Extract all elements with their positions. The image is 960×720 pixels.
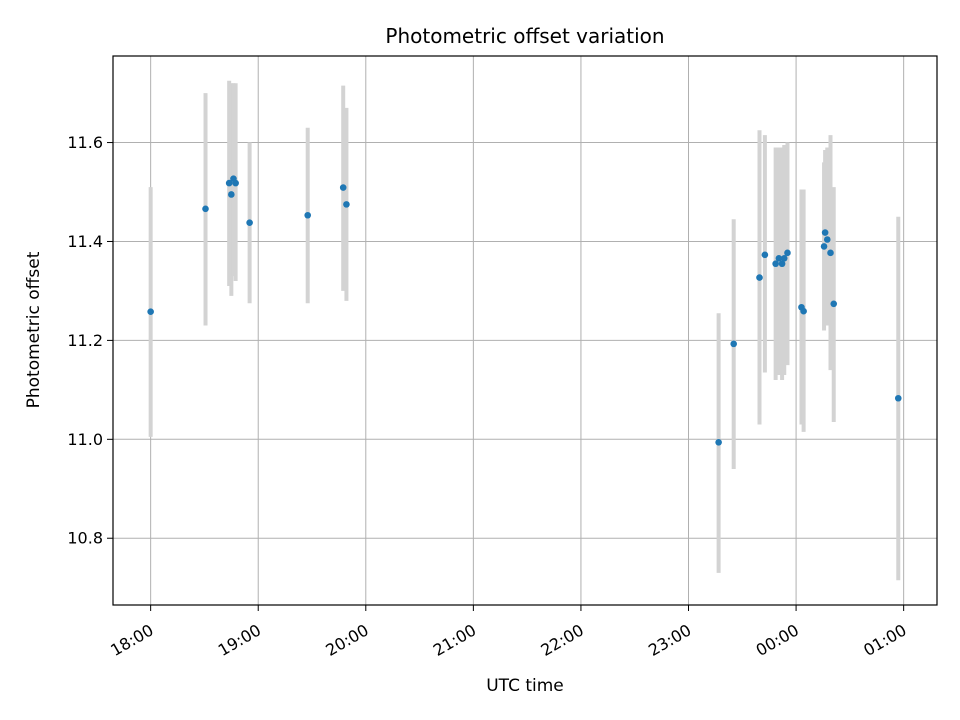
data-point xyxy=(827,249,834,257)
data-point xyxy=(228,191,235,198)
y-tick-label: 11.2 xyxy=(67,331,103,350)
data-points xyxy=(147,175,902,446)
data-point xyxy=(894,394,902,402)
data-point xyxy=(821,229,829,236)
data-point xyxy=(304,211,312,219)
data-point xyxy=(784,249,791,257)
y-tick-label: 11.6 xyxy=(67,133,103,152)
y-axis: 10.8 11.0 11.2 11.4 11.6 xyxy=(67,133,113,548)
chart-title: Photometric offset variation xyxy=(385,24,664,48)
data-point xyxy=(246,219,253,226)
data-point xyxy=(800,307,807,315)
data-point xyxy=(756,274,763,281)
y-tick-label: 10.8 xyxy=(67,529,103,548)
data-point xyxy=(780,254,788,262)
data-point xyxy=(778,260,786,268)
data-point xyxy=(775,254,783,262)
data-point xyxy=(715,438,722,446)
data-point xyxy=(232,179,239,187)
data-point xyxy=(730,340,737,348)
data-point xyxy=(830,300,838,308)
data-point xyxy=(761,251,769,259)
data-point xyxy=(202,205,209,213)
y-tick-label: 11.4 xyxy=(67,232,103,251)
data-point xyxy=(772,260,779,268)
y-tick-label: 11.0 xyxy=(67,430,103,449)
data-point xyxy=(147,308,154,316)
data-point xyxy=(225,179,233,187)
y-axis-title: Photometric offset xyxy=(24,251,44,408)
x-axis-title: UTC time xyxy=(486,676,564,696)
data-point xyxy=(343,201,350,208)
plot-frame xyxy=(112,55,938,606)
data-point xyxy=(339,184,347,191)
data-point xyxy=(823,236,831,243)
data-point xyxy=(820,243,828,250)
